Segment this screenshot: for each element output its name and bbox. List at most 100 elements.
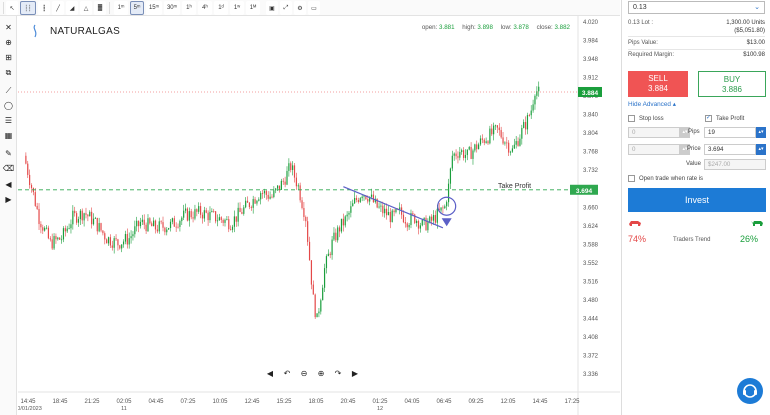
candle-body xyxy=(348,212,350,215)
stop-loss-price-stepper[interactable]: ▴▾ xyxy=(680,144,690,155)
cursor-tool-button[interactable]: ↖ xyxy=(6,1,18,15)
candle-body xyxy=(538,86,540,92)
collapse-left-icon[interactable]: ◀ xyxy=(5,180,12,189)
horizontal-line-tool-icon[interactable]: ☰ xyxy=(4,116,13,125)
magnet-tool-icon[interactable]: ⧉ xyxy=(5,67,12,77)
timeframe-1w-button[interactable]: 1ʷ xyxy=(230,1,244,15)
candlestick-chart[interactable]: 4.020 3.984 3.948 3.912 3.876 3.840 3.804 3.768… xyxy=(18,16,620,415)
candle-body xyxy=(329,253,331,256)
candle-body xyxy=(156,229,158,232)
timeframe-1d-button[interactable]: 1ᵈ xyxy=(214,1,228,15)
stop-loss-pips-input[interactable]: 0 xyxy=(628,127,680,138)
lot-amount-select[interactable]: 0.13 ⌄ xyxy=(628,1,765,14)
screenshot-icon[interactable]: ▣ xyxy=(266,1,278,15)
candle-body xyxy=(27,163,29,175)
candle-body xyxy=(339,227,341,232)
x-tick-label: 10:05 xyxy=(212,399,228,405)
fibonacci-tool-icon[interactable]: ▦ xyxy=(4,131,13,140)
zoom-tool-icon[interactable]: ⊞ xyxy=(5,53,12,62)
timeframe-4h-button[interactable]: 4ʰ xyxy=(198,1,212,15)
candle-body xyxy=(29,174,31,186)
buy-button[interactable]: BUY 3.886 xyxy=(698,71,766,97)
line-chart-button[interactable]: ╱ xyxy=(52,1,64,15)
layout-icon[interactable]: ▭ xyxy=(308,1,320,15)
candle-body xyxy=(100,223,102,231)
candle-body xyxy=(508,142,510,153)
mountain-chart-button[interactable]: △ xyxy=(80,1,92,15)
candle-body xyxy=(151,223,153,227)
chart-toolbar: ↖ ┆┆ ┇ ╱ ◢ △ ▓ 1ᵐ 5ᵐ 15ᵐ 30ᵐ 1ʰ 4ʰ 1ᵈ 1ʷ 1ᴹ ▣ ⤢ ⚙ ▭ xyxy=(0,0,620,16)
heikin-chart-button[interactable]: ▓ xyxy=(94,1,106,15)
timeframe-1m-button[interactable]: 1ᵐ xyxy=(114,1,128,15)
fullscreen-icon[interactable]: ⤢ xyxy=(280,1,292,15)
candle-body xyxy=(479,138,482,145)
take-profit-checkbox[interactable]: ✓ xyxy=(705,115,712,122)
candle-body xyxy=(96,217,98,232)
candle-body xyxy=(534,95,536,105)
candle-body xyxy=(399,207,401,210)
invest-button[interactable]: Invest xyxy=(628,188,766,212)
candles-chart-button[interactable]: ┆┆ xyxy=(20,1,36,15)
candle-body xyxy=(241,212,243,214)
trendline-tool-icon[interactable]: ⟋ xyxy=(5,85,12,95)
candle-body xyxy=(494,125,497,127)
candle-body xyxy=(166,229,168,233)
arrow-left-icon[interactable]: ◀ xyxy=(267,369,274,378)
brush-tool-icon[interactable]: ✎ xyxy=(5,149,12,158)
area-chart-button[interactable]: ◢ xyxy=(66,1,78,15)
candle-body xyxy=(183,210,185,218)
candle-body xyxy=(277,185,279,189)
hide-advanced-link[interactable]: Hide Advanced ▴ xyxy=(628,101,676,108)
close-icon[interactable]: ✕ xyxy=(5,23,12,32)
candle-body xyxy=(169,221,172,229)
candle-body xyxy=(102,230,104,234)
crosshair-tool-icon[interactable]: ⊕ xyxy=(5,38,12,47)
timeframe-30m-button[interactable]: 30ᵐ xyxy=(164,1,180,15)
candle-body xyxy=(316,313,318,318)
open-when-checkbox[interactable] xyxy=(628,175,635,182)
expand-right-icon[interactable]: ▶ xyxy=(5,195,12,204)
x-tick-label: 04:45 xyxy=(148,399,164,405)
candle-body xyxy=(222,220,224,223)
candle-body xyxy=(231,226,234,230)
candle-body xyxy=(504,142,506,144)
zoom-reset-icon[interactable]: ⊕ xyxy=(318,369,325,378)
candle-body xyxy=(162,222,164,228)
candle-body xyxy=(216,220,219,222)
candle-body xyxy=(128,238,130,245)
price-chart[interactable]: 4.020 3.984 3.948 3.912 3.876 3.840 3.804 3.768… xyxy=(18,16,620,415)
take-profit-price-stepper[interactable]: ▴▾ xyxy=(756,144,766,155)
candle-body xyxy=(147,218,149,232)
candle-body xyxy=(323,268,326,288)
scroll-left-icon[interactable]: ↷ xyxy=(335,369,342,378)
settings-icon[interactable]: ⚙ xyxy=(294,1,306,15)
bars-chart-button[interactable]: ┇ xyxy=(38,1,50,15)
zoom-out-icon[interactable]: ↶ xyxy=(283,369,291,378)
candle-body xyxy=(124,234,127,242)
candle-body xyxy=(429,216,431,223)
chat-button[interactable] xyxy=(737,378,763,404)
zoom-in-icon[interactable]: ⊖ xyxy=(301,369,308,378)
sell-button[interactable]: SELL 3.884 xyxy=(628,71,688,97)
eraser-tool-icon[interactable]: ⌫ xyxy=(2,164,15,173)
timeframe-15m-button[interactable]: 15ᵐ xyxy=(146,1,162,15)
candle-body xyxy=(254,199,256,204)
stop-loss-checkbox[interactable] xyxy=(628,115,635,122)
candle-body xyxy=(171,218,174,222)
take-profit-pips-input[interactable]: 19 xyxy=(704,127,756,138)
candle-body xyxy=(203,210,205,219)
timeframe-1mo-button[interactable]: 1ᴹ xyxy=(246,1,260,15)
lot-amount-value: 0.13 xyxy=(633,4,647,11)
pips-value-row: Pips Value: $13.00 xyxy=(628,40,765,46)
arrow-right-icon[interactable]: ▶ xyxy=(352,369,359,378)
candle-body xyxy=(412,213,414,215)
take-profit-pips-stepper[interactable]: ▴▾ xyxy=(756,127,766,138)
circle-tool-icon[interactable]: ◯ xyxy=(4,101,13,110)
stop-loss-price-input[interactable]: 0 xyxy=(628,144,680,155)
candle-body xyxy=(239,207,241,213)
take-profit-price-input[interactable]: 3.694 xyxy=(704,144,756,155)
stop-loss-pips-stepper[interactable]: ▴▾ xyxy=(680,127,690,138)
timeframe-5m-button[interactable]: 5ᵐ xyxy=(130,1,144,15)
timeframe-1h-button[interactable]: 1ʰ xyxy=(182,1,196,15)
ohlc-readout: open: 3.881 high: 3.898 low: 3.878 close… xyxy=(422,24,576,31)
